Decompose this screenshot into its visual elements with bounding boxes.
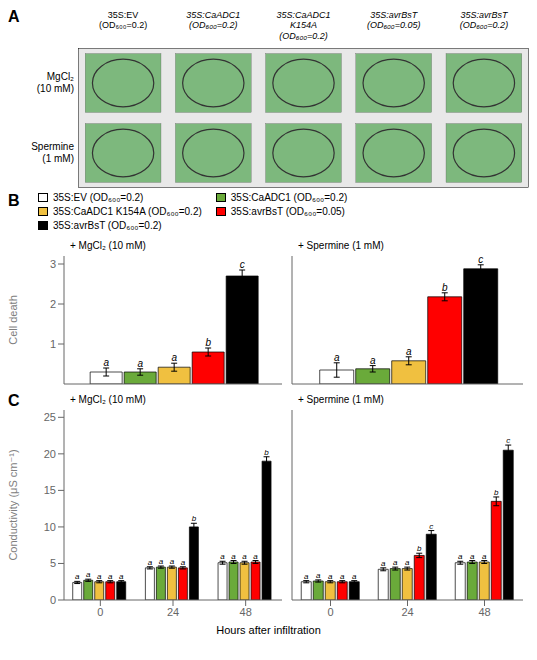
svg-text:a: a	[231, 552, 236, 561]
svg-text:a: a	[328, 572, 333, 581]
svg-text:2: 2	[50, 298, 56, 310]
html-text:35S:avrBsT: 35S:avrBsT	[460, 10, 508, 20]
svg-text:a: a	[393, 558, 398, 567]
html-text:(1 mM): (1 mM)	[42, 153, 74, 164]
svg-text:48: 48	[478, 606, 490, 618]
html-text:MgCl₂: MgCl₂	[46, 71, 74, 82]
svg-text:b: b	[205, 337, 211, 348]
svg-text:a: a	[108, 572, 113, 581]
svg-text:c: c	[478, 254, 483, 265]
html-text:35S:CaADC1 K154A (OD₆₀₀=0.2): 35S:CaADC1 K154A (OD₆₀₀=0.2)	[53, 206, 202, 217]
svg-text:a: a	[103, 357, 109, 368]
svg-text:a: a	[220, 552, 225, 561]
svg-text:15: 15	[44, 484, 56, 496]
svg-text:25: 25	[44, 411, 56, 423]
svg-text:a: a	[370, 355, 376, 366]
html-text:35S:avrBsT (OD₆₀₀=0.05): 35S:avrBsT (OD₆₀₀=0.05)	[230, 206, 345, 217]
svg-text:a: a	[316, 571, 321, 580]
html-text:35S:EV (OD₆₀₀=0.2): 35S:EV (OD₆₀₀=0.2)	[53, 192, 144, 203]
svg-text:48: 48	[240, 606, 252, 618]
html-text:35S:CaADC1: 35S:CaADC1	[186, 10, 241, 20]
svg-text:a: a	[352, 572, 357, 581]
html-text:35S:avrBsT (OD₆₀₀=0.2): 35S:avrBsT (OD₆₀₀=0.2)	[53, 220, 162, 231]
svg-text:0: 0	[50, 594, 56, 606]
svg-text:a: a	[242, 552, 247, 561]
html-text:+ Spermine (1 mM): + Spermine (1 mM)	[298, 394, 384, 405]
html-text:(OD₆₀₀=0.2): (OD₆₀₀=0.2)	[189, 20, 238, 31]
html-text:35S:CaADC1 (OD₆₀₀=0.2): 35S:CaADC1 (OD₆₀₀=0.2)	[230, 192, 348, 203]
svg-text:a: a	[148, 558, 153, 567]
svg-text:10: 10	[44, 521, 56, 533]
html-text:C: C	[8, 392, 20, 409]
svg-text:c: c	[240, 259, 245, 270]
svg-text:a: a	[458, 552, 463, 561]
svg-text:0: 0	[327, 606, 333, 618]
html-text:K154A: K154A	[290, 20, 317, 31]
svg-text:b: b	[442, 282, 448, 293]
html-text:35S:EV: 35S:EV	[107, 10, 139, 20]
svg-text:24: 24	[401, 606, 413, 618]
svg-text:c: c	[429, 522, 433, 531]
svg-text:3: 3	[50, 258, 56, 270]
svg-text:5: 5	[50, 557, 56, 569]
svg-text:a: a	[86, 570, 91, 579]
html-text:(10 mM): (10 mM)	[36, 83, 74, 94]
svg-text:a: a	[470, 552, 475, 561]
html-text:Hours after infiltration: Hours after infiltration	[216, 624, 321, 636]
svg-text:b: b	[264, 448, 269, 457]
svg-text:a: a	[253, 552, 258, 561]
svg-text:24: 24	[167, 606, 179, 618]
svg-text:a: a	[304, 572, 309, 581]
html-text:35S:avrBsT: 35S:avrBsT	[370, 10, 418, 20]
svg-text:1: 1	[50, 338, 56, 350]
html-text:+ MgCl₂ (10 mM): + MgCl₂ (10 mM)	[70, 240, 146, 251]
svg-text:a: a	[171, 352, 177, 363]
svg-text:a: a	[159, 557, 164, 566]
svg-text:20: 20	[44, 448, 56, 460]
svg-text:a: a	[137, 358, 143, 369]
svg-text:a: a	[181, 558, 186, 567]
html-text:35S:CaADC1: 35S:CaADC1	[276, 10, 331, 20]
svg-text:b: b	[192, 514, 197, 523]
html-text:(OD₆₀₀=0.05): (OD₆₀₀=0.05)	[366, 20, 421, 31]
svg-text:a: a	[75, 572, 80, 581]
html-text:B: B	[8, 192, 20, 209]
html-text:(OD₆₀₀=0.2): (OD₆₀₀=0.2)	[279, 30, 328, 41]
svg-text:a: a	[381, 559, 386, 568]
svg-text:0: 0	[97, 606, 103, 618]
svg-text:b: b	[494, 488, 499, 497]
svg-text:a: a	[97, 572, 102, 581]
svg-text:a: a	[340, 572, 345, 581]
svg-text:a: a	[119, 572, 124, 581]
svg-text:b: b	[417, 544, 422, 553]
html-text:+ MgCl₂ (10 mM): + MgCl₂ (10 mM)	[70, 394, 146, 405]
html-text:+ Spermine (1 mM): + Spermine (1 mM)	[298, 240, 384, 251]
html-text:(OD₆₀₀=0.2): (OD₆₀₀=0.2)	[98, 20, 148, 31]
svg-text:a: a	[334, 352, 340, 363]
svg-text:a: a	[482, 552, 487, 561]
html-text:A: A	[8, 8, 20, 25]
svg-text:a: a	[405, 558, 410, 567]
svg-text:c: c	[506, 436, 510, 445]
html-text:(OD₆₀₀=0.2): (OD₆₀₀=0.2)	[459, 20, 509, 31]
svg-text:Conductivity (μS cm⁻¹): Conductivity (μS cm⁻¹)	[8, 449, 19, 560]
svg-text:a: a	[170, 557, 175, 566]
svg-text:a: a	[406, 346, 412, 357]
html-text:Spermine: Spermine	[31, 141, 74, 152]
svg-text:Cell death: Cell death	[8, 295, 19, 345]
